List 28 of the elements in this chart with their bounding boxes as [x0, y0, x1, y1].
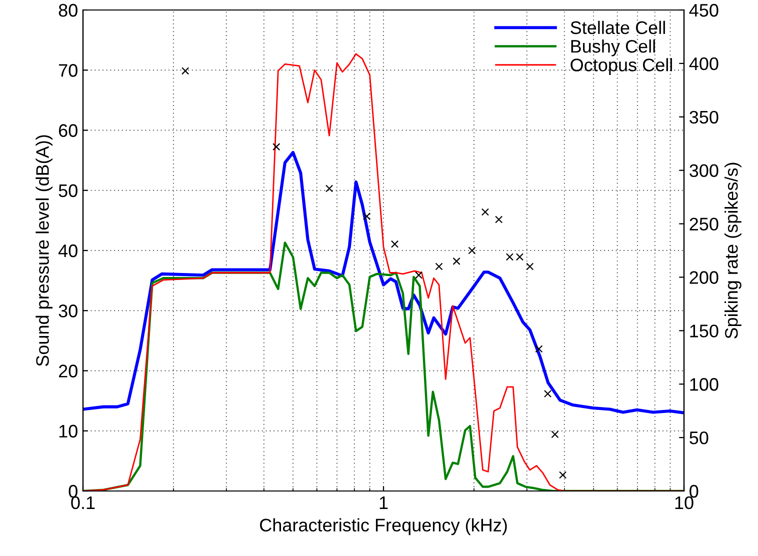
y-tick-label: 60 [58, 124, 78, 137]
y2-tick-label: 450 [689, 4, 718, 17]
y2-tick-label: 350 [690, 110, 718, 124]
y2-tick-label: 100 [690, 378, 718, 391]
y2-tick-label: 0 [690, 484, 698, 498]
legend-label: Stellate Cell [570, 20, 665, 34]
x-tick-label: 0.1 [71, 496, 95, 510]
y-tick-label: 0 [68, 484, 78, 498]
y-tick-label: 80 [58, 4, 78, 17]
y2-tick-label: 200 [690, 271, 718, 284]
legend-label: Octopus Cell [570, 58, 672, 75]
x-axis-title: Characteristic Frequency (kHz) [260, 518, 507, 536]
y2-tick-label: 250 [690, 218, 718, 230]
y-tick-label: 40 [58, 244, 78, 258]
y-tick-label: 70 [58, 64, 78, 77]
y2-axis-title: Spiking rate (spikes/s) [724, 162, 742, 338]
y-tick-label: 10 [59, 424, 78, 438]
y2-tick-label: 50 [690, 431, 708, 444]
legend-label: Bushy Cell [571, 39, 655, 56]
y-axis-title: Sound pressure level (dB(A)) [36, 135, 52, 366]
x-tick-label: 10 [675, 496, 694, 510]
x-tick-label: 1 [380, 496, 388, 509]
y2-tick-label: 150 [690, 324, 718, 338]
y2-tick-label: 300 [690, 164, 718, 178]
y-tick-label: 20 [58, 364, 78, 378]
y-tick-label: 50 [58, 184, 78, 198]
y2-tick-label: 400 [689, 57, 718, 70]
y-tick-label: 30 [58, 304, 78, 318]
